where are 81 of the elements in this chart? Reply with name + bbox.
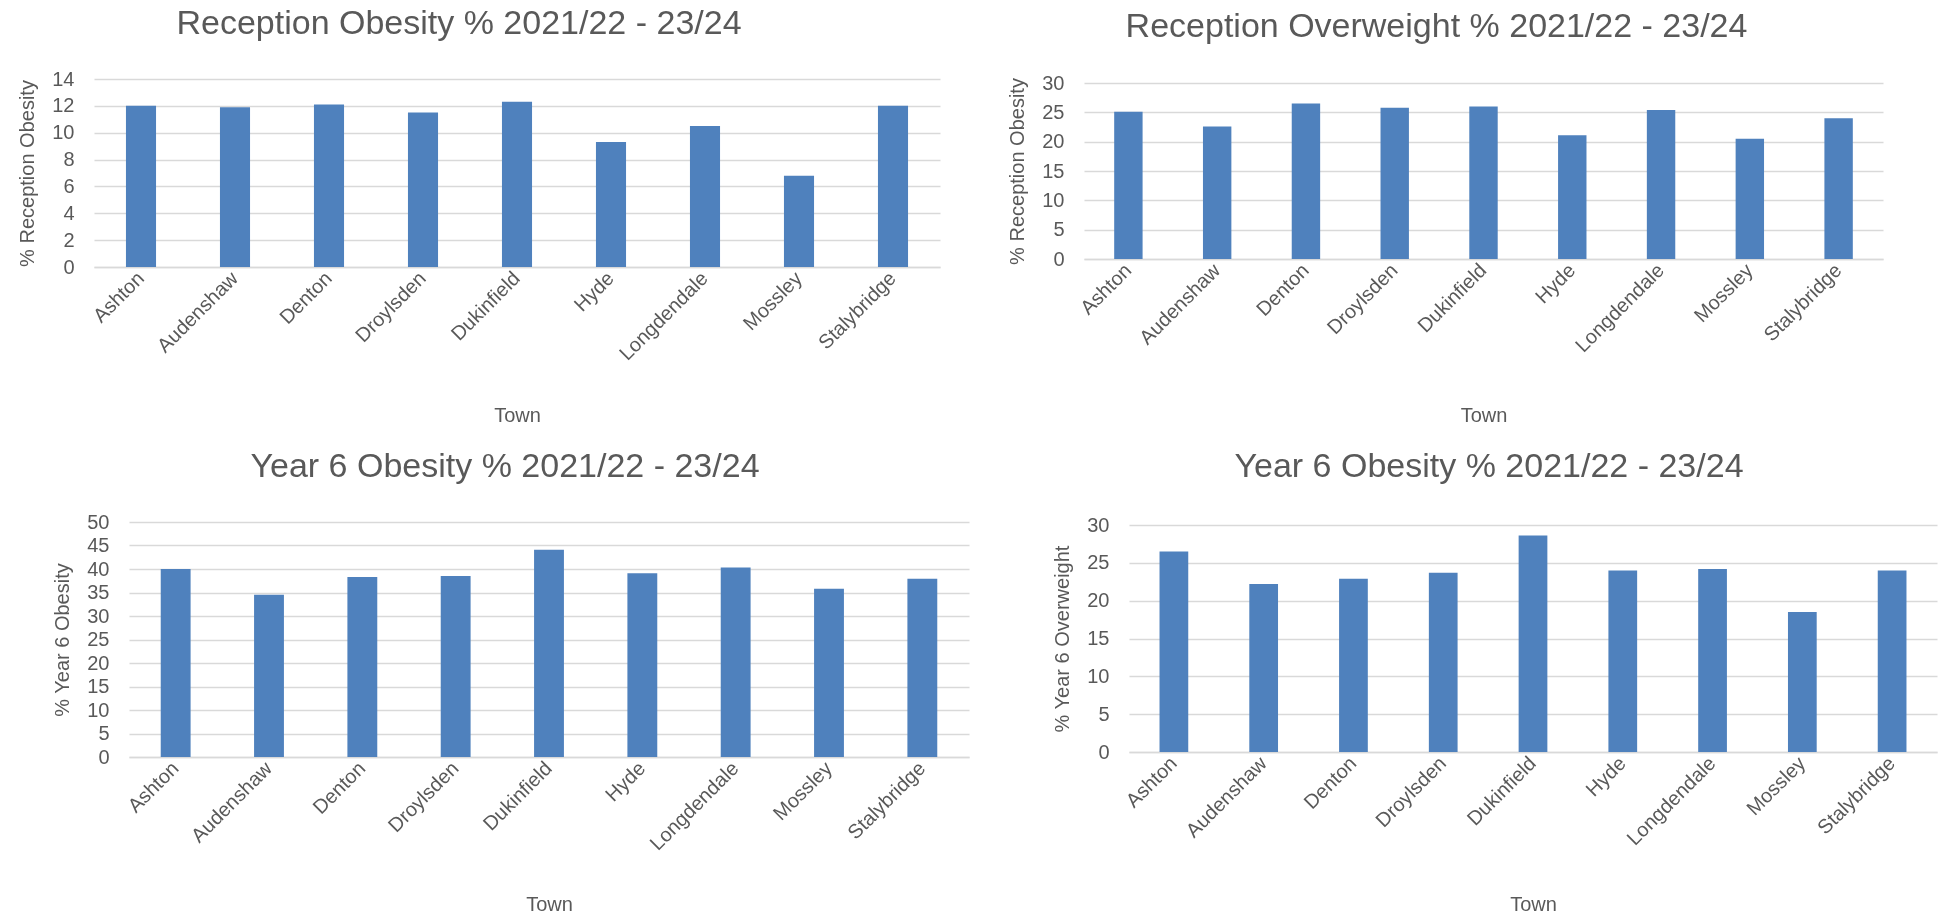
y-tick-label: 6 (63, 174, 75, 197)
y-tick-label: 0 (1098, 740, 1110, 763)
bar (627, 573, 658, 757)
bar (313, 104, 345, 267)
bar (1646, 109, 1676, 259)
bar (1824, 118, 1853, 259)
bar (254, 594, 284, 757)
bar (534, 549, 564, 757)
bar (689, 126, 721, 267)
y-tick-label: 10 (1042, 188, 1065, 211)
x-axis-title: Town (1510, 892, 1557, 915)
y-tick-label: 0 (98, 745, 110, 768)
y-axis-title: % Year 6 Overweight (1051, 545, 1074, 733)
bar (907, 578, 938, 757)
bar (1608, 570, 1638, 752)
y-tick-label: 8 (63, 148, 75, 171)
bar (1698, 568, 1727, 752)
y-tick-label: 5 (98, 722, 110, 744)
bar (595, 142, 627, 267)
bar (1428, 572, 1458, 752)
y-tick-label: 20 (1042, 130, 1065, 153)
y-tick-label: 30 (87, 604, 110, 627)
y-tick-label: 20 (87, 651, 110, 674)
bar (1787, 612, 1817, 752)
bar (1159, 551, 1189, 752)
bar (501, 101, 533, 267)
bar (814, 588, 844, 757)
y-tick-label: 0 (63, 255, 75, 278)
x-axis-title: Town (1460, 403, 1508, 426)
chart-title: Year 6 Obesity % 2021/22 - 23/24 (1234, 446, 1744, 484)
bar (1469, 106, 1498, 259)
y-tick-label: 25 (87, 628, 110, 650)
y-tick-label: 0 (1053, 247, 1065, 270)
bar (1291, 103, 1321, 259)
y-tick-label: 30 (1042, 71, 1065, 94)
y-axis-title: % Reception Obesity (1006, 78, 1029, 265)
bar (1735, 138, 1765, 259)
y-tick-label: 5 (1098, 702, 1110, 725)
bar (1380, 107, 1409, 259)
bar (1202, 126, 1232, 259)
y-tick-label: 40 (87, 557, 110, 580)
x-axis-title: Town (526, 892, 573, 915)
chart-title: Year 6 Obesity % 2021/22 - 23/24 (250, 446, 760, 484)
bar (1114, 111, 1143, 259)
bar (1558, 135, 1587, 259)
y-tick-label: 30 (1087, 513, 1110, 536)
y-tick-label: 20 (1087, 589, 1110, 612)
bar (877, 105, 909, 267)
y-tick-label: 35 (87, 581, 110, 603)
chart-title: Reception Overweight % 2021/22 - 23/24 (1125, 6, 1748, 44)
y-axis-title: % Reception Obesity (16, 80, 39, 267)
bar (440, 576, 471, 757)
y-tick-label: 10 (1087, 664, 1110, 687)
y-tick-label: 14 (52, 67, 75, 90)
bar (407, 112, 439, 267)
bar (160, 569, 191, 757)
bar (219, 107, 251, 267)
y-tick-label: 5 (1053, 218, 1065, 241)
bar (347, 576, 378, 757)
y-tick-label: 25 (1087, 551, 1110, 574)
y-tick-label: 15 (87, 675, 110, 697)
y-tick-label: 50 (87, 510, 110, 533)
y-tick-label: 15 (1042, 159, 1065, 182)
y-tick-label: 12 (52, 94, 75, 117)
y-tick-label: 4 (63, 201, 75, 224)
y-tick-label: 15 (1087, 627, 1110, 649)
x-axis-title: Town (494, 403, 541, 426)
bar (783, 175, 815, 267)
y-tick-label: 25 (1042, 100, 1065, 123)
y-tick-label: 10 (87, 698, 110, 721)
bar (720, 567, 751, 757)
bar (1339, 578, 1368, 752)
y-tick-label: 10 (52, 121, 75, 144)
bar (125, 105, 157, 267)
y-tick-label: 45 (87, 534, 110, 556)
y-tick-label: 2 (63, 228, 75, 251)
y-axis-title: % Year 6 Obesity (51, 563, 74, 717)
bar (1518, 535, 1548, 752)
bar (1877, 570, 1907, 752)
bar (1249, 584, 1279, 752)
chart-title: Reception Obesity % 2021/22 - 23/24 (176, 3, 742, 41)
